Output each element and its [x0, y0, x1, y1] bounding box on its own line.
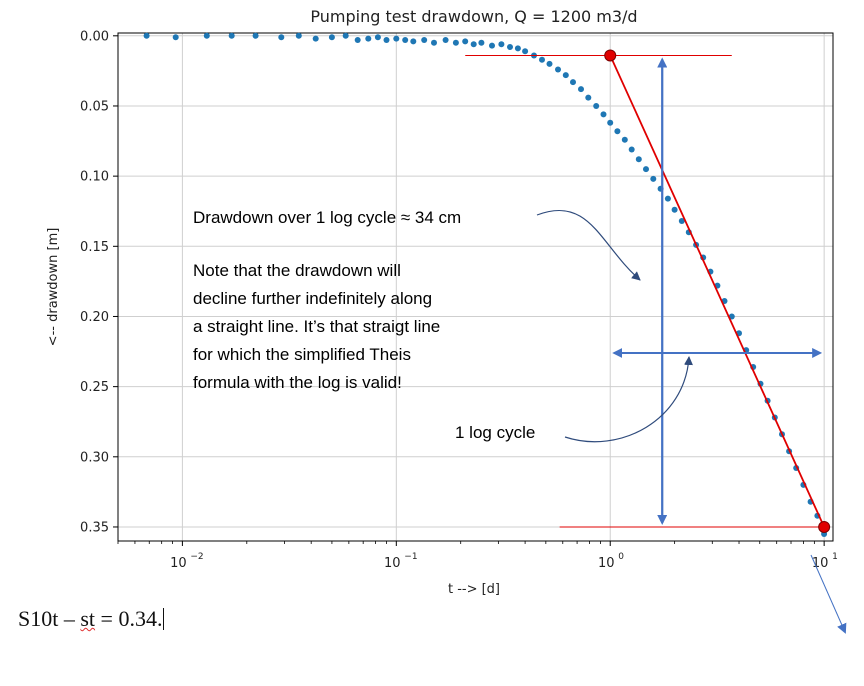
data-point: [522, 48, 529, 55]
data-point: [498, 41, 505, 48]
x-tick-label: 10: [598, 556, 615, 571]
annotation-note-line-1: Note that the drawdown will: [193, 261, 401, 280]
chart-title: Pumping test drawdown, Q = 1200 m3/d: [310, 7, 637, 26]
data-point: [478, 39, 485, 46]
x-axis: 10 −2 10 −1 10 0 10 1: [117, 541, 838, 571]
data-point: [421, 37, 428, 43]
data-point: [664, 195, 671, 202]
data-point: [643, 166, 649, 173]
data-point: [431, 39, 437, 46]
data-point: [365, 35, 372, 42]
data-series: [143, 32, 828, 537]
annotation-note-line-4: for which the simplified Theis: [193, 345, 411, 364]
data-point: [546, 60, 553, 67]
data-point: [295, 32, 302, 39]
data-point: [312, 35, 319, 42]
annotation-note-line-5: formula with the log is valid!: [193, 373, 402, 392]
data-point: [470, 41, 477, 48]
data-point: [489, 42, 495, 49]
data-point: [614, 128, 621, 135]
data-point: [252, 32, 259, 39]
drawdown-callout-curve: [536, 209, 641, 281]
data-point: [600, 111, 607, 118]
x-tick-exponent: −1: [404, 552, 417, 562]
data-point: [172, 34, 179, 41]
text-cursor: [163, 608, 165, 630]
data-point: [452, 39, 459, 46]
log-cycle-callout-curve: [564, 356, 693, 443]
annotation-note-line-3: a straight line. It’s that straigt line: [193, 317, 440, 336]
x-axis-label: t --> [d]: [448, 582, 500, 597]
data-point: [628, 146, 635, 153]
data-point: [539, 56, 545, 63]
construction-lines: [465, 49, 831, 533]
data-point: [342, 32, 349, 39]
data-point: [578, 86, 584, 93]
data-point: [650, 175, 657, 182]
y-tick-label: 0.15: [80, 240, 109, 255]
data-point: [374, 34, 381, 41]
x-tick-label: 10: [170, 556, 187, 571]
y-tick-label: 0.05: [80, 99, 109, 114]
data-point: [671, 206, 678, 213]
data-point: [143, 32, 150, 39]
data-point: [621, 136, 628, 143]
stray-arrow: [810, 554, 847, 634]
data-point: [462, 38, 469, 45]
data-point: [354, 37, 361, 43]
y-tick-label: 0.30: [80, 450, 109, 465]
data-point: [278, 34, 285, 41]
data-point: [203, 32, 210, 39]
data-point: [442, 37, 449, 43]
data-point: [507, 44, 513, 50]
data-point: [570, 79, 576, 86]
annotation-log-cycle: 1 log cycle: [455, 423, 535, 442]
data-point: [228, 32, 235, 39]
straight-line-fit: [609, 55, 825, 528]
red-marker: [604, 49, 617, 62]
data-point: [555, 66, 561, 73]
data-point: [562, 72, 569, 79]
x-tick-exponent: 0: [618, 552, 624, 562]
y-tick-label: 0.20: [80, 310, 109, 325]
x-tick-label: 10: [384, 556, 401, 571]
data-point: [514, 45, 521, 52]
y-tick-label: 0.00: [80, 29, 109, 44]
data-point: [593, 103, 600, 109]
formula-text[interactable]: S10t – st = 0.34.: [18, 606, 165, 632]
plot-frame: [117, 32, 834, 542]
x-tick-exponent: −2: [190, 552, 203, 562]
y-axis-label: <-- drawdown [m]: [46, 228, 61, 347]
data-point: [607, 119, 614, 126]
red-marker: [818, 520, 831, 533]
annotation-note-line-2: decline further indefinitely along: [193, 289, 432, 308]
data-point: [410, 38, 417, 45]
formula-misspelled-word: st: [80, 606, 96, 631]
y-tick-label: 0.10: [80, 170, 109, 185]
y-tick-label: 0.35: [80, 520, 109, 535]
formula-part-1: S10t –: [18, 606, 81, 631]
annotation-drawdown-cycle: Drawdown over 1 log cycle ≈ 34 cm: [193, 208, 461, 227]
data-point: [402, 37, 409, 43]
formula-part-3: = 0.34.: [95, 606, 163, 631]
data-point: [328, 34, 335, 41]
data-point: [585, 94, 592, 101]
y-tick-label: 0.25: [80, 380, 109, 395]
y-axis: 0.00 0.05 0.10 0.15 0.20 0.25 0.30 0.35: [80, 29, 118, 535]
data-point: [678, 218, 685, 224]
x-tick-exponent: 1: [832, 552, 838, 562]
data-point: [635, 156, 642, 163]
grid-lines: [118, 33, 833, 541]
data-point: [393, 35, 400, 42]
data-point: [383, 37, 390, 43]
